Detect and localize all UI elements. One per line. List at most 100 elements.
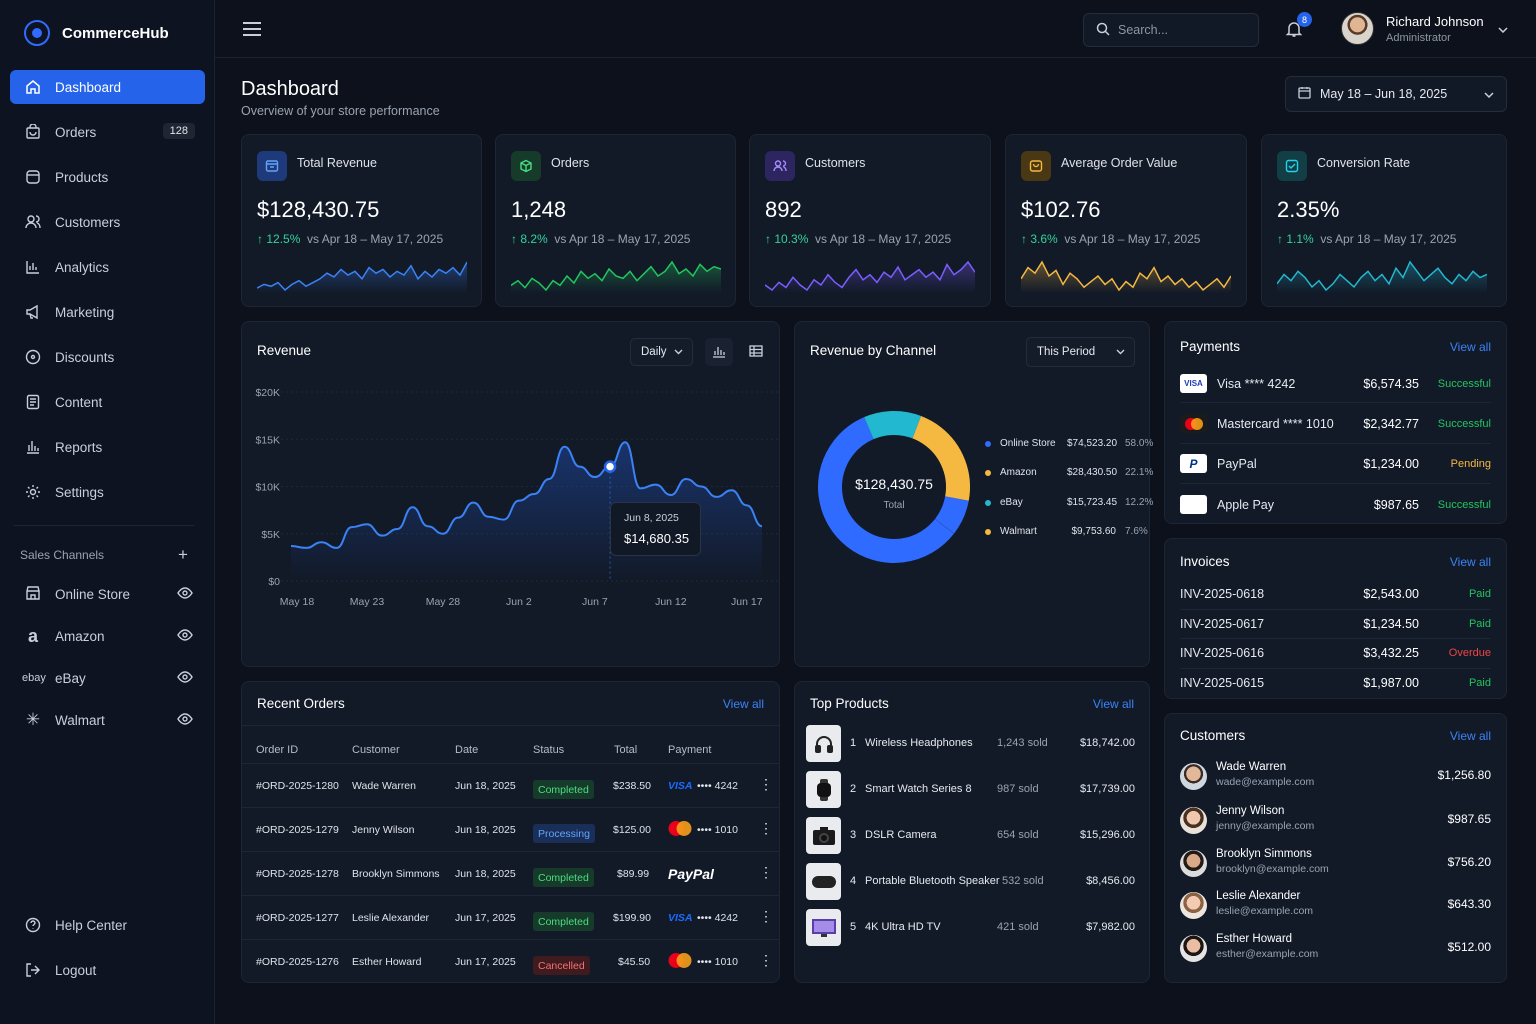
- list-item[interactable]: Jenny Wilson jenny@example.com $987.65: [1180, 805, 1491, 847]
- table-row[interactable]: #ORD-2025-1280 Wade Warren Jun 18, 2025 …: [241, 763, 780, 807]
- sidebar-item-discounts[interactable]: Discounts: [10, 340, 205, 374]
- table-view-button[interactable]: [742, 338, 770, 366]
- user-menu[interactable]: Richard Johnson Administrator: [1341, 12, 1508, 45]
- logout-link[interactable]: Logout: [10, 953, 205, 987]
- donut-slice-amazon[interactable]: [815, 408, 973, 566]
- payments-view-all-link[interactable]: View all: [1449, 340, 1491, 354]
- more-options-icon[interactable]: ⋮: [759, 864, 773, 880]
- search-icon: [1096, 22, 1110, 39]
- payment-row[interactable]: VISA Visa **** 4242 $6,574.35 Successful: [1180, 374, 1491, 394]
- invoices-view-all-link[interactable]: View all: [1449, 555, 1491, 569]
- list-item[interactable]: Brooklyn Simmons brooklyn@example.com $7…: [1180, 848, 1491, 890]
- payment-row[interactable]: P PayPal $1,234.00 Pending: [1180, 454, 1491, 474]
- sidebar-item-products[interactable]: Products: [10, 160, 205, 194]
- kpi-card-conversion-rate[interactable]: Conversion Rate 2.35% ↑ 1.1% vs Apr 18 –…: [1261, 134, 1507, 307]
- table-row[interactable]: #ORD-2025-1278 Brooklyn Simmons Jun 18, …: [241, 851, 780, 895]
- list-item[interactable]: Leslie Alexander leslie@example.com $643…: [1180, 890, 1491, 932]
- kpi-card-total-revenue[interactable]: Total Revenue $128,430.75 ↑ 12.5% vs Apr…: [241, 134, 482, 307]
- list-item[interactable]: 5 4K Ultra HD TV 421 sold $7,982.00: [806, 908, 1135, 954]
- kpi-card-customers[interactable]: Customers 892 ↑ 10.3% vs Apr 18 – May 17…: [749, 134, 991, 307]
- payment-row[interactable]: Mastercard **** 1010 $2,342.77 Successfu…: [1180, 414, 1491, 434]
- table-row[interactable]: #ORD-2025-1277 Leslie Alexander Jun 17, …: [241, 895, 780, 939]
- eye-icon[interactable]: [177, 629, 193, 644]
- product-revenue: $15,296.00: [1079, 829, 1135, 841]
- customer-email: leslie@example.com: [1216, 905, 1314, 917]
- column-header[interactable]: Status: [533, 744, 565, 756]
- date-range-picker[interactable]: May 18 – Jun 18, 2025: [1285, 76, 1507, 112]
- donut-slice-online-store[interactable]: [815, 408, 973, 566]
- eye-icon[interactable]: [177, 713, 193, 728]
- camera-icon: [806, 817, 841, 854]
- help-center-link[interactable]: Help Center: [10, 908, 205, 942]
- table-row[interactable]: #ORD-2025-1276 Esther Howard Jun 17, 202…: [241, 939, 780, 983]
- amazon-icon: a: [27, 625, 38, 646]
- sidebar-item-analytics[interactable]: Analytics: [10, 250, 205, 284]
- more-options-icon[interactable]: ⋮: [759, 952, 773, 968]
- menu-toggle-icon[interactable]: [243, 22, 261, 40]
- column-header[interactable]: Payment: [668, 744, 712, 756]
- sidebar-item-marketing[interactable]: Marketing: [10, 295, 205, 329]
- kpi-card-orders[interactable]: Orders 1,248 ↑ 8.2% vs Apr 18 – May 17, …: [495, 134, 736, 307]
- payment-row[interactable]: Apple Pay $987.65 Successful: [1180, 495, 1491, 515]
- channel-ebay[interactable]: ebay eBay: [10, 660, 205, 696]
- product-name: 4K Ultra HD TV: [865, 921, 941, 933]
- notifications-button[interactable]: 8: [1285, 12, 1312, 41]
- eye-icon[interactable]: [177, 671, 193, 686]
- channel-walmart[interactable]: ✳ Walmart: [10, 702, 205, 738]
- products-view-all-link[interactable]: View all: [1092, 697, 1134, 711]
- sidebar-item-customers[interactable]: Customers: [10, 205, 205, 239]
- invoice-row[interactable]: INV-2025-0617 $1,234.50 Paid: [1180, 617, 1491, 635]
- table-row[interactable]: #ORD-2025-1279 Jenny Wilson Jun 18, 2025…: [241, 807, 780, 851]
- invoice-row[interactable]: INV-2025-0615 $1,987.00 Paid: [1180, 676, 1491, 694]
- orders-view-all-link[interactable]: View all: [722, 697, 764, 711]
- column-header[interactable]: Order ID: [256, 744, 299, 756]
- add-channel-button[interactable]: +: [178, 545, 188, 564]
- list-item[interactable]: 2 Smart Watch Series 8 987 sold $17,739.…: [806, 770, 1135, 816]
- more-options-icon[interactable]: ⋮: [759, 776, 773, 792]
- customers-view-all-link[interactable]: View all: [1449, 729, 1491, 743]
- period-select[interactable]: This Period: [1026, 337, 1135, 367]
- search-placeholder: Search...: [1118, 23, 1169, 37]
- kpi-change: ↑ 10.3% vs Apr 18 – May 17, 2025: [765, 232, 952, 246]
- list-item[interactable]: Esther Howard esther@example.com $512.00: [1180, 933, 1491, 975]
- card-number: •••• 4242: [697, 780, 738, 792]
- granularity-select[interactable]: Daily: [630, 338, 693, 366]
- x-tick-label: May 28: [426, 596, 461, 608]
- sidebar-item-content[interactable]: Content: [10, 385, 205, 419]
- column-header[interactable]: Total: [614, 744, 638, 756]
- more-options-icon[interactable]: ⋮: [759, 908, 773, 924]
- nav-label: Logout: [55, 962, 97, 978]
- tag-icon: [24, 348, 42, 366]
- product-rank: 4: [850, 875, 857, 887]
- bar-chart-view-button[interactable]: [705, 338, 733, 366]
- column-header[interactable]: Customer: [352, 744, 400, 756]
- list-item[interactable]: 4 Portable Bluetooth Speaker 532 sold $8…: [806, 862, 1135, 908]
- granularity-value: Daily: [641, 346, 667, 358]
- invoice-amount: $1,987.00: [1363, 676, 1419, 690]
- invoice-id: INV-2025-0616: [1180, 646, 1265, 660]
- sidebar-item-reports[interactable]: Reports: [10, 430, 205, 464]
- kpi-sparkline: [257, 261, 467, 293]
- list-item[interactable]: Wade Warren wade@example.com $1,256.80: [1180, 761, 1491, 803]
- invoice-row[interactable]: INV-2025-0618 $2,543.00 Paid: [1180, 587, 1491, 605]
- list-item[interactable]: 1 Wireless Headphones 1,243 sold $18,742…: [806, 724, 1135, 770]
- sidebar-item-dashboard[interactable]: Dashboard: [10, 70, 205, 104]
- column-header[interactable]: Date: [455, 744, 479, 756]
- app-logo[interactable]: CommerceHub: [24, 20, 169, 46]
- donut-total: $128,430.75: [855, 476, 933, 492]
- invoice-amount: $2,543.00: [1363, 587, 1419, 601]
- top-bar: Search... 8 Richard Johnson Administrato…: [215, 0, 1536, 58]
- more-options-icon[interactable]: ⋮: [759, 820, 773, 836]
- sidebar-item-orders[interactable]: Orders 128: [10, 115, 205, 149]
- highlight-point[interactable]: [603, 460, 617, 473]
- channel-online-store[interactable]: Online Store: [10, 576, 205, 612]
- list-item[interactable]: 3 DSLR Camera 654 sold $15,296.00: [806, 816, 1135, 862]
- eye-icon[interactable]: [177, 587, 193, 602]
- product-rank: 3: [850, 829, 857, 841]
- search-input[interactable]: Search...: [1083, 13, 1259, 47]
- kpi-compare: vs Apr 18 – May 17, 2025: [815, 232, 952, 246]
- kpi-card-average-order-value[interactable]: Average Order Value $102.76 ↑ 3.6% vs Ap…: [1005, 134, 1247, 307]
- channel-amazon[interactable]: a Amazon: [10, 618, 205, 654]
- invoice-row[interactable]: INV-2025-0616 $3,432.25 Overdue: [1180, 646, 1491, 664]
- sidebar-item-settings[interactable]: Settings: [10, 475, 205, 509]
